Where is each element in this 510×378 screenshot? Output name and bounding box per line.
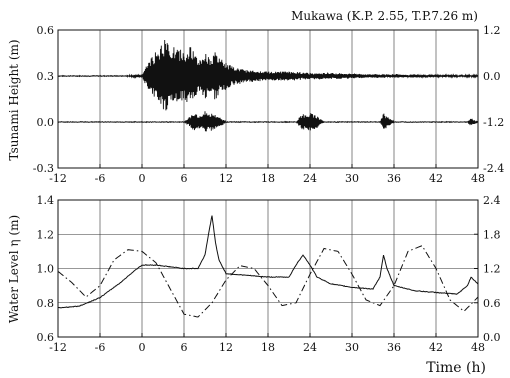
x-tick-label: 48	[471, 341, 485, 354]
right-y-tick-label: 1.2	[483, 24, 501, 37]
x-tick-label: 30	[345, 172, 359, 185]
right-y-tick-label: 0.0	[483, 70, 501, 83]
left-y-tick-label: 0.0	[37, 116, 55, 129]
x-tick-label: 42	[429, 172, 443, 185]
series-line	[57, 215, 479, 309]
x-tick-label: 0	[139, 172, 146, 185]
x-tick-label: -12	[49, 172, 67, 185]
x-tick-label: 18	[261, 172, 275, 185]
right-y-tick-label: 1.2	[483, 263, 501, 276]
right-y-tick-label: 1.8	[483, 228, 501, 241]
x-tick-label: 36	[387, 172, 401, 185]
left-y-tick-label: 1.4	[37, 194, 55, 207]
x-tick-label: -6	[95, 172, 106, 185]
x-tick-label: 48	[471, 172, 485, 185]
right-y-tick-label: 2.4	[483, 194, 501, 207]
left-y-tick-label: 0.6	[37, 24, 55, 37]
right-y-tick-label: 0.0	[483, 331, 501, 344]
left-y-tick-label: 0.8	[37, 297, 55, 310]
left-y-tick-label: 1.2	[37, 228, 55, 241]
x-tick-label: 36	[387, 341, 401, 354]
bottom-y-axis-label: Water Level η (m)	[7, 215, 21, 323]
x-tick-label: 24	[303, 341, 317, 354]
x-tick-label: -12	[49, 341, 67, 354]
x-tick-label: 30	[345, 341, 359, 354]
series-line	[57, 39, 479, 111]
top-panel: -12 -6 0 6 12 18 24 30 36 42 48 -0.3 0.0 0.3 0.6 -2.4 -1…	[33, 24, 504, 185]
right-y-tick-label: 0.6	[483, 297, 501, 310]
right-y-tick-label: -1.2	[483, 116, 504, 129]
x-tick-label: -6	[95, 341, 106, 354]
x-tick-label: 42	[429, 341, 443, 354]
x-tick-label: 12	[219, 172, 233, 185]
x-tick-label: 6	[181, 341, 188, 354]
series-line	[57, 111, 479, 132]
x-tick-label: 12	[219, 341, 233, 354]
x-axis-label: Time (h)	[426, 360, 486, 376]
left-y-tick-label: 0.6	[37, 331, 55, 344]
series-line	[57, 245, 479, 318]
top-y-axis-label: Tsunami Height (m)	[7, 39, 21, 160]
x-tick-label: 18	[261, 341, 275, 354]
chart-title: Mukawa (K.P. 2.55, T.P.7.26 m)	[291, 9, 478, 23]
bottom-panel: -12 -6 0 6 12 18 24 30 36 42 48 0.6 0.8 1.0 1.2 1.4 0.0 0…	[37, 194, 501, 354]
left-y-tick-label: -0.3	[33, 162, 54, 175]
left-y-tick-label: 1.0	[37, 263, 55, 276]
x-tick-label: 24	[303, 172, 317, 185]
left-y-tick-label: 0.3	[37, 70, 55, 83]
right-y-tick-label: -2.4	[483, 162, 504, 175]
x-tick-label: 0	[139, 341, 146, 354]
x-tick-label: 6	[181, 172, 188, 185]
